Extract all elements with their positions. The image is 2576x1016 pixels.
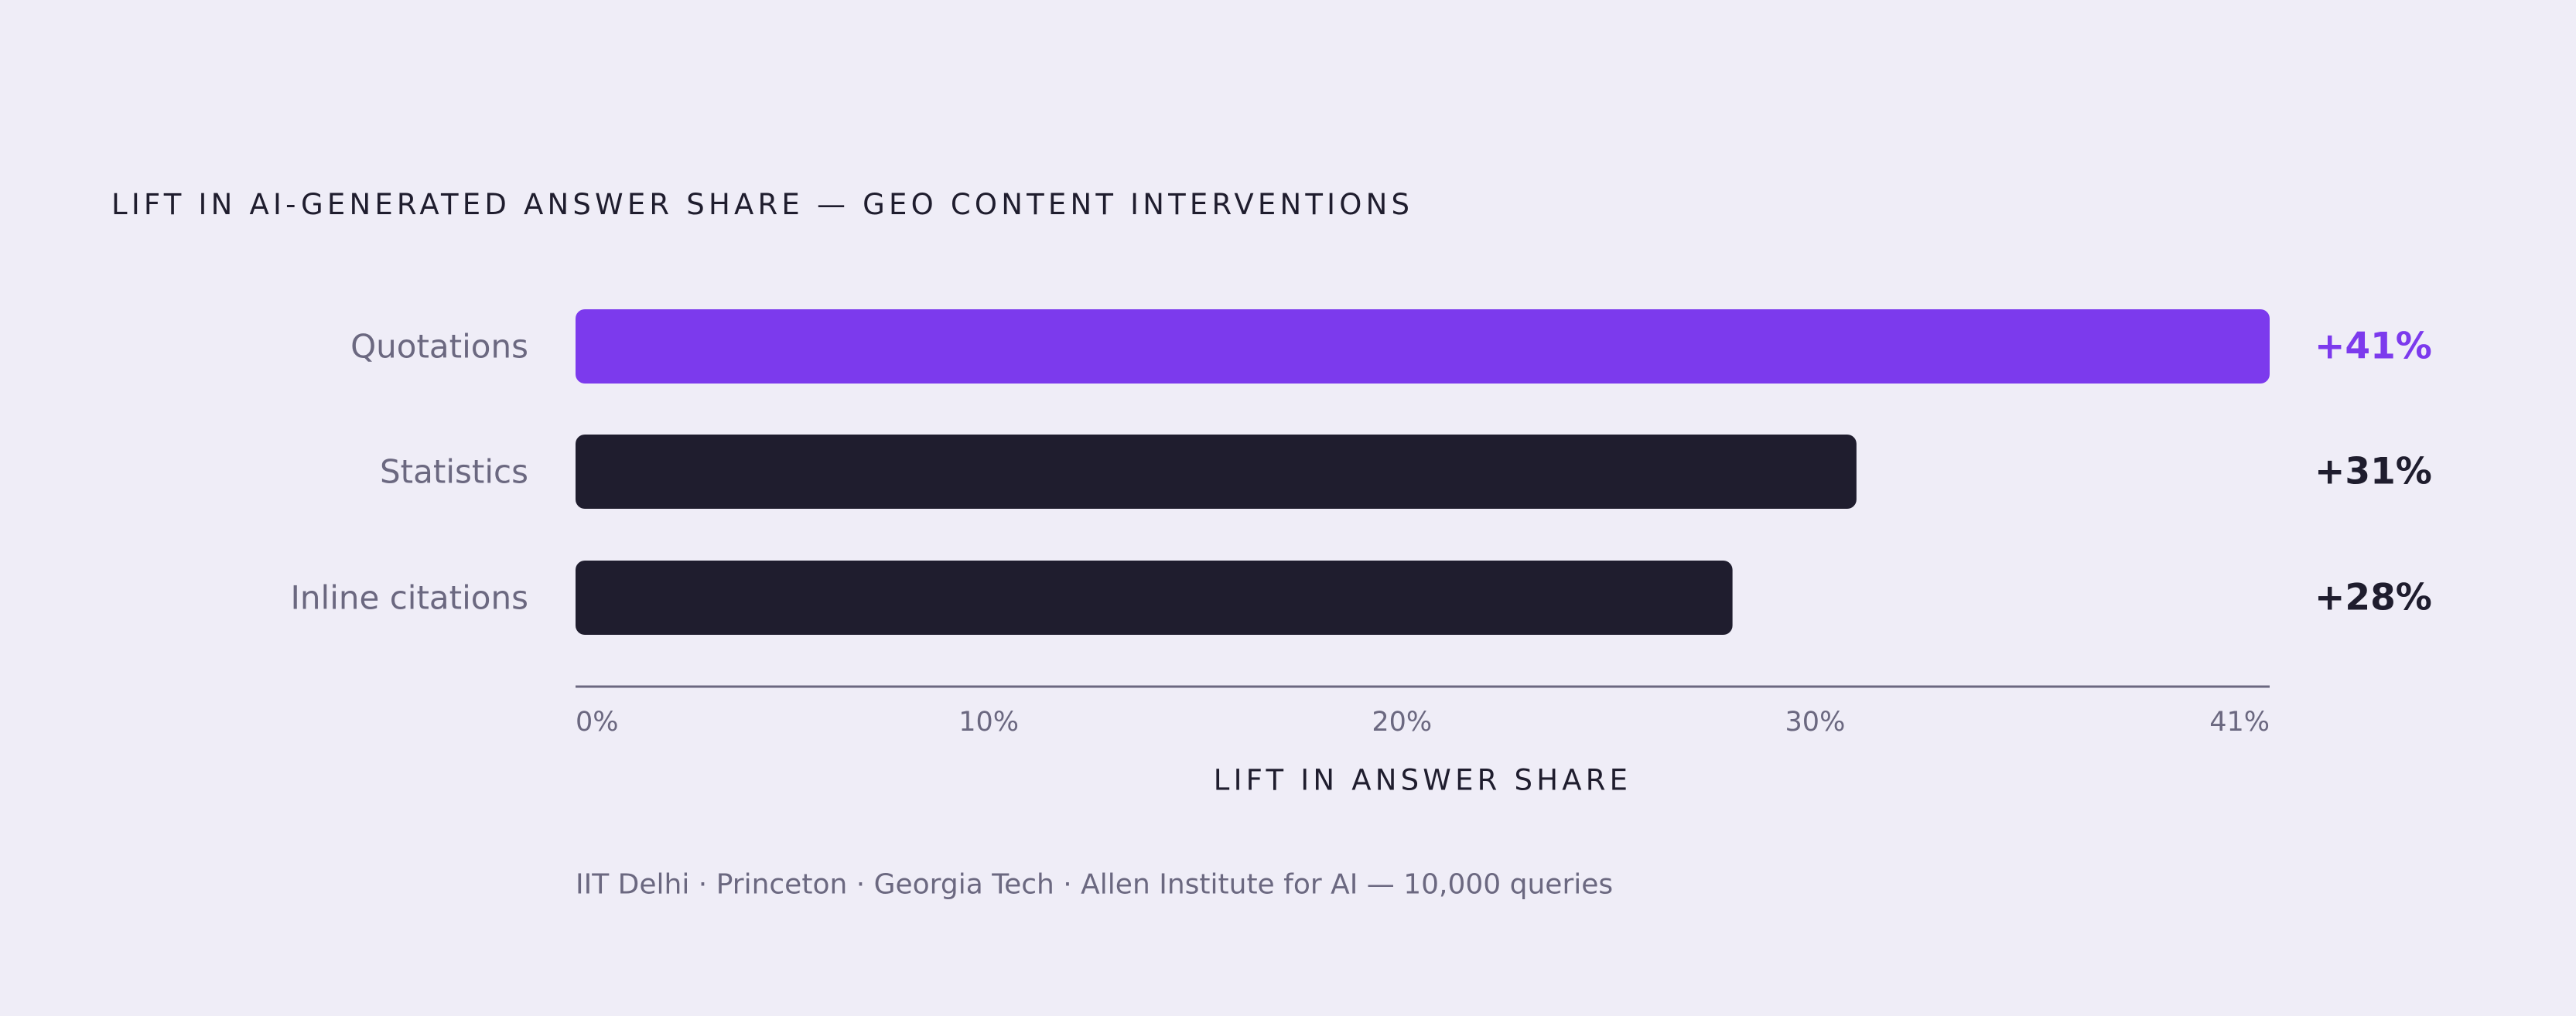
bar-row: Quotations +41% bbox=[350, 309, 2432, 384]
x-tick-label: 30% bbox=[1785, 707, 1846, 738]
bars-layer: Quotations +41% Statistics +31% Inline citat… bbox=[291, 309, 2432, 635]
bar-row: Inline citations +28% bbox=[291, 561, 2432, 635]
chart-title: LIFT IN AI-GENERATED ANSWER SHARE — GEO … bbox=[111, 188, 1413, 221]
category-label: Quotations bbox=[350, 328, 528, 366]
bar bbox=[576, 309, 2270, 384]
category-label: Inline citations bbox=[291, 579, 528, 617]
value-label: +31% bbox=[2315, 451, 2432, 493]
bar-row: Statistics +31% bbox=[380, 435, 2432, 509]
value-label: +28% bbox=[2315, 577, 2432, 619]
category-label: Statistics bbox=[380, 453, 528, 491]
x-axis-label: LIFT IN ANSWER SHARE bbox=[1214, 764, 1631, 797]
x-tick-label: 20% bbox=[1372, 707, 1432, 738]
x-ticks-layer: 0% 10% 20% 30% 41% bbox=[576, 707, 2270, 738]
source-note: IIT Delhi · Princeton · Georgia Tech · A… bbox=[576, 869, 1613, 901]
bar bbox=[576, 435, 1857, 509]
x-tick-label: 10% bbox=[958, 707, 1019, 738]
bar bbox=[576, 561, 1733, 635]
value-label: +41% bbox=[2315, 326, 2432, 368]
x-tick-label: 41% bbox=[2209, 707, 2270, 738]
x-tick-label: 0% bbox=[576, 707, 619, 738]
